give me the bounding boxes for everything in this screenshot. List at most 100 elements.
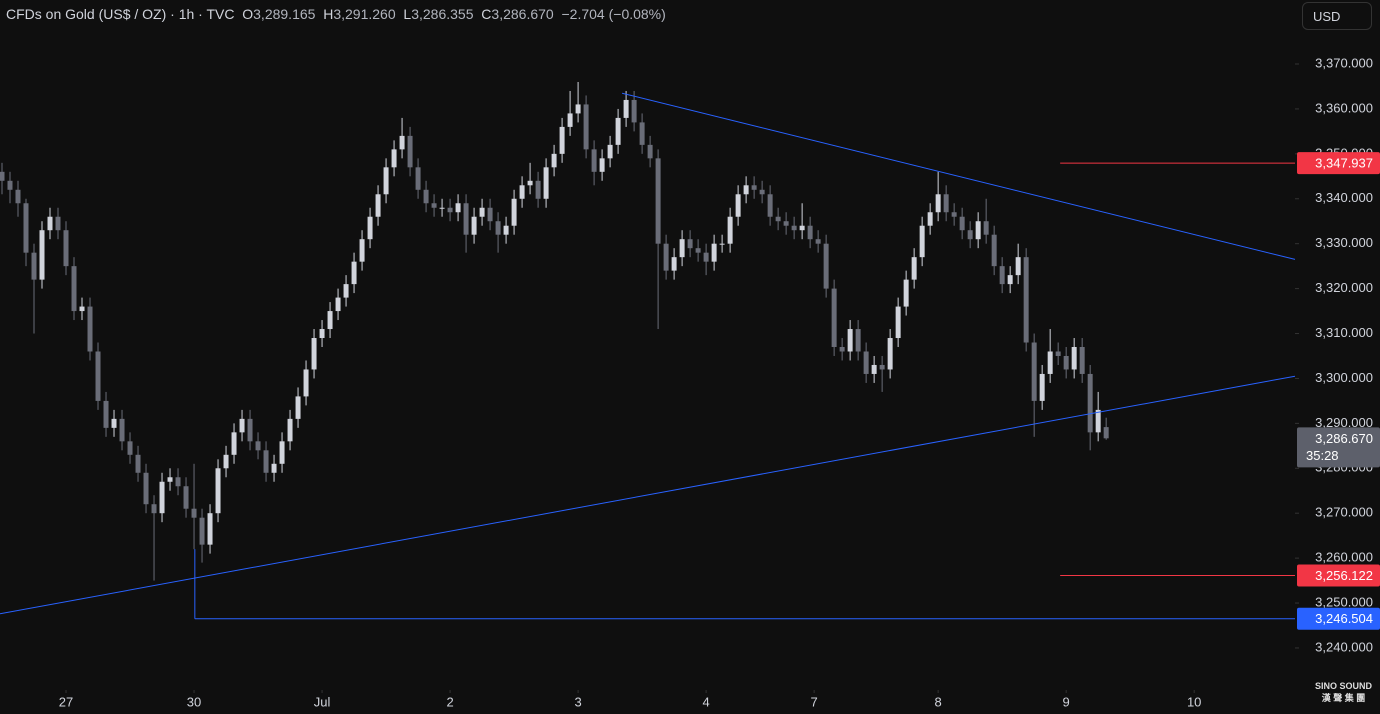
candle-body	[903, 279, 909, 307]
candle-body	[359, 239, 365, 262]
candle-body	[1103, 427, 1109, 439]
candle-body	[951, 212, 957, 217]
x-tick-label: 8	[935, 694, 942, 709]
candle-body	[807, 225, 813, 240]
candle-body	[935, 194, 941, 213]
candle-body	[919, 225, 925, 258]
candle-body	[1079, 346, 1085, 374]
candle-body	[215, 468, 221, 514]
ohlc-key: O	[242, 6, 254, 22]
candle-body	[327, 311, 333, 330]
candle-body	[239, 418, 245, 433]
candle-body	[575, 104, 581, 114]
candle-body	[367, 216, 373, 240]
y-tick-label: 3,300.000	[1315, 370, 1373, 385]
candle-body	[823, 243, 829, 289]
candle-body	[31, 252, 37, 280]
candle-body	[1087, 373, 1093, 433]
candle-body	[503, 225, 509, 235]
logo-text: SINO SOUND	[1314, 681, 1372, 691]
candle-body	[975, 221, 981, 240]
candle-body	[535, 180, 541, 199]
candle-body	[559, 126, 565, 154]
candle-body	[0, 171, 5, 181]
candle-body	[119, 418, 125, 442]
candle-body	[471, 216, 477, 235]
candle-body	[399, 135, 405, 150]
candle-body	[207, 513, 213, 545]
candle-body	[191, 508, 197, 518]
logo-sub: 漢 聲 集 團	[1321, 693, 1366, 703]
candle-body	[759, 189, 765, 195]
candle-body	[879, 364, 885, 370]
candle-body	[1047, 351, 1053, 374]
price-label: 3,246.504	[1315, 611, 1373, 626]
countdown: 35:28	[1306, 448, 1339, 463]
candle-body	[183, 486, 189, 509]
candle-body	[383, 167, 389, 195]
ohlc-value: 3,286.355	[411, 6, 474, 22]
header: CFDs on Gold (US$ / OZ) · 1h · TVC O 3,28…	[6, 6, 666, 22]
candle-body	[567, 113, 573, 127]
candle-body	[551, 153, 557, 168]
price-label: 3,347.937	[1315, 156, 1373, 171]
candle-body	[23, 203, 29, 253]
logo: SINO SOUND 漢 聲 集 團	[1315, 681, 1372, 704]
candle-body	[647, 144, 653, 159]
candle-body	[127, 441, 133, 455]
candle-body	[911, 257, 917, 280]
candle-body	[967, 230, 973, 240]
candle-body	[735, 194, 741, 217]
x-tick-label: 2	[446, 694, 453, 709]
candle-body	[983, 221, 989, 235]
trendline	[621, 92, 1296, 260]
candle-body	[39, 230, 45, 280]
y-tick-label: 3,270.000	[1315, 505, 1373, 520]
candle-body	[671, 257, 677, 271]
candle-body	[767, 194, 773, 217]
candle-body	[159, 481, 165, 514]
candle-body	[1039, 373, 1045, 401]
candle-body	[943, 194, 949, 213]
last-price-box	[1297, 427, 1380, 468]
y-tick-label: 3,320.000	[1315, 280, 1373, 295]
price-label: 3,256.122	[1315, 568, 1373, 583]
symbol: CFDs on Gold (US$ / OZ) · 1h · TVC	[6, 6, 235, 22]
candle-body	[1071, 346, 1077, 370]
candle-body	[927, 212, 933, 226]
candle-body	[1063, 355, 1069, 370]
candle-body	[167, 477, 173, 482]
x-tick-label: 4	[702, 694, 709, 709]
candle-body	[199, 517, 205, 545]
y-tick-label: 3,310.000	[1315, 325, 1373, 340]
candle-body	[495, 221, 501, 235]
candle-body	[151, 504, 157, 514]
y-tick-label: 3,370.000	[1315, 55, 1373, 70]
candle-body	[727, 216, 733, 244]
candle-body	[895, 306, 901, 339]
y-tick-label: 3,250.000	[1315, 594, 1373, 609]
candle-body	[887, 338, 893, 370]
y-tick-label: 3,290.000	[1315, 415, 1373, 430]
currency-button[interactable]: USD	[1302, 2, 1372, 30]
candle-body	[143, 472, 149, 505]
candle-body	[343, 284, 349, 298]
x-tick-label: 3	[574, 694, 581, 709]
candle-body	[271, 463, 277, 473]
candle-body	[519, 185, 525, 199]
price-label-box	[1297, 152, 1380, 175]
candle-body	[607, 144, 613, 159]
candle-body	[1055, 351, 1061, 356]
price-label-box	[1297, 564, 1380, 587]
candle-body	[815, 239, 821, 244]
x-tick-label: 9	[1063, 694, 1070, 709]
candle-body	[287, 418, 293, 442]
candle-body	[703, 252, 709, 262]
candle-body	[295, 396, 301, 419]
x-tick-label: 30	[187, 694, 201, 709]
last-price-label: 3,286.670	[1315, 431, 1373, 446]
candle-body	[799, 225, 805, 231]
candle-body	[63, 230, 69, 267]
candle-body	[631, 99, 637, 123]
candle-body	[711, 243, 717, 262]
